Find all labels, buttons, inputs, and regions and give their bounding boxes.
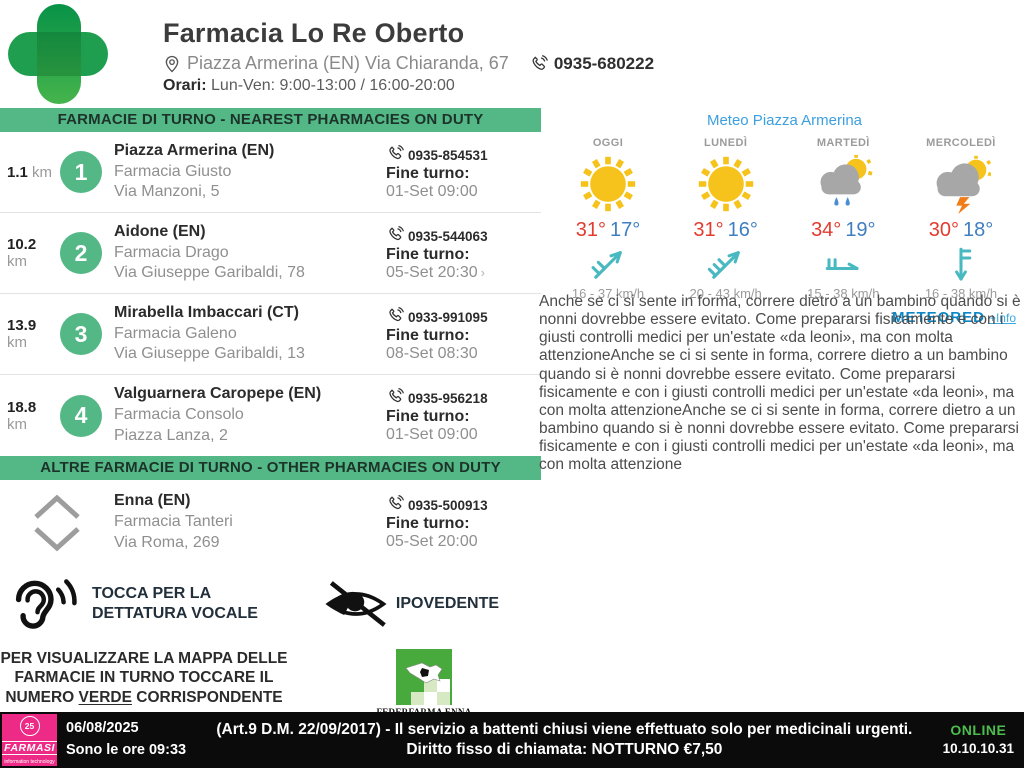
farmasi-logo: 25 FARMASI information technology xyxy=(2,714,57,766)
rank-badge[interactable]: 1 xyxy=(60,151,102,193)
pharmacy-address: Piazza Armerina (EN) Via Chiaranda, 67 xyxy=(187,53,509,73)
current-date: 06/08/2025 xyxy=(66,720,139,737)
news-article-text: Anche se ci si sente in forma, correre d… xyxy=(539,293,1021,474)
distance: 1.1 km xyxy=(7,163,53,181)
wind-barb-icon xyxy=(786,244,900,286)
phone-icon xyxy=(386,387,405,406)
other-duty-section-header: ALTRE FARMACIE DI TURNO - OTHER PHARMACI… xyxy=(0,456,541,480)
fine-turno-label: Fine turno: xyxy=(386,408,470,425)
fine-turno-label: Fine turno: xyxy=(386,515,470,532)
pharmacy-phone[interactable]: 0935-500913 xyxy=(408,498,488,513)
scroll-up-icon[interactable] xyxy=(31,494,83,520)
other-pharmacy-row[interactable]: Enna (EN) Farmacia Tanteri Via Roma, 269… xyxy=(0,480,541,565)
weather-day-wednesday: MERCOLEDÌ 30° 18° 16 - 38 km/ xyxy=(904,137,1018,301)
ip-address: 10.10.10.31 xyxy=(942,741,1014,757)
rank-badge[interactable]: 2 xyxy=(60,232,102,274)
fine-turno-time: 05-Set 20:30 › xyxy=(386,263,485,281)
pharmacy-phone[interactable]: 0935-956218 xyxy=(408,391,488,406)
pharmacy-row-3[interactable]: 13.9 km 3 Mirabella Imbaccari (CT) Farma… xyxy=(0,294,541,375)
pharmacies-panel: FARMACIE DI TURNO - NEAREST PHARMACIES O… xyxy=(0,108,541,723)
fine-turno-label: Fine turno: xyxy=(386,326,470,344)
weather-widget: Meteo Piazza Armerina OGGI 31° 17° 16 - 3… xyxy=(545,112,1024,327)
status-bar: 25 FARMASI information technology 06/08/… xyxy=(0,712,1024,768)
pharmacy-phone[interactable]: 0933-991095 xyxy=(408,309,488,325)
wind-barb-icon xyxy=(551,244,665,286)
pharmacy-street: Via Manzoni, 5 xyxy=(114,183,220,201)
pharmacy-phone: 0935-680222 xyxy=(553,53,655,73)
legal-notice: (Art.9 D.M. 22/09/2017) - Il servizio a … xyxy=(216,720,913,758)
weather-day-monday: LUNEDÌ 31° 16° 20 - 43 km/h xyxy=(669,137,783,301)
opening-hours: Orari: Lun-Ven: 9:00-13:00 / 16:00-20:00 xyxy=(163,77,455,94)
fine-turno-time: 05-Set 20:00 xyxy=(386,533,478,550)
phone-icon xyxy=(386,225,405,244)
phone-icon xyxy=(386,144,405,163)
pharmacy-town: Aidone (EN) xyxy=(114,222,206,240)
fine-turno-label: Fine turno: xyxy=(386,245,470,263)
pharmacy-town: Piazza Armerina (EN) xyxy=(114,141,275,159)
weather-day-tuesday: MARTEDÌ 34° 19° xyxy=(786,137,900,301)
sun-icon xyxy=(669,153,783,215)
phone-icon xyxy=(529,54,549,74)
low-vision-label[interactable]: IPOVEDENTE xyxy=(395,595,500,612)
scroll-down-icon[interactable] xyxy=(31,526,83,552)
pharmacy-town: Valguarnera Caropepe (EN) xyxy=(114,385,322,403)
sun-icon xyxy=(551,153,665,215)
pharmacy-row-2[interactable]: 10.2 km 2 Aidone (EN) Farmacia Drago Via… xyxy=(0,213,541,294)
pharmacy-row-1[interactable]: 1.1 km 1 Piazza Armerina (EN) Farmacia G… xyxy=(0,132,541,213)
current-time: Sono le ore 09:33 xyxy=(66,742,187,758)
distance: 18.8 km xyxy=(7,398,37,433)
fine-turno-label: Fine turno: xyxy=(386,164,470,182)
pharmacy-town: Enna (EN) xyxy=(114,492,191,510)
fine-turno-time: 01-Set 09:00 xyxy=(386,182,478,200)
storm-cloud-icon xyxy=(904,153,1018,215)
overflow-indicator: › xyxy=(480,264,485,280)
pharmacy-cross-logo xyxy=(8,4,108,104)
pharmacy-street: Piazza Lanza, 2 xyxy=(114,426,228,444)
pharmacy-row-4[interactable]: 18.8 km 4 Valguarnera Caropepe (EN) Farm… xyxy=(0,375,541,456)
rank-badge[interactable]: 3 xyxy=(60,313,102,355)
pharmacy-phone[interactable]: 0935-854531 xyxy=(408,147,488,163)
pharmacy-town: Mirabella Imbaccari (CT) xyxy=(114,303,299,321)
farmasi-anniversary-badge: 25 xyxy=(19,716,40,736)
pharmacy-name: Farmacia Giusto xyxy=(114,162,232,180)
wind-barb-icon xyxy=(904,244,1018,286)
pharmacy-street: Via Giuseppe Garibaldi, 78 xyxy=(114,264,305,282)
rain-cloud-icon xyxy=(786,153,900,215)
phone-icon xyxy=(386,306,405,325)
on-duty-section-header: FARMACIE DI TURNO - NEAREST PHARMACIES O… xyxy=(0,108,541,132)
pharmacy-name: Farmacia Drago xyxy=(114,243,229,261)
pharmacy-street: Via Giuseppe Garibaldi, 13 xyxy=(114,345,305,363)
ear-voice-icon[interactable] xyxy=(6,575,78,633)
pharmacy-phone[interactable]: 0935-544063 xyxy=(408,228,488,244)
rank-badge[interactable]: 4 xyxy=(60,394,102,437)
weather-info-link[interactable]: +Info xyxy=(988,311,1016,325)
pharmacy-name: Farmacia Tanteri xyxy=(114,513,233,531)
weather-day-today: OGGI 31° 17° 16 - 37 km/h xyxy=(551,137,665,301)
pharmacy-street: Via Roma, 269 xyxy=(114,533,220,551)
weather-title: Meteo Piazza Armerina xyxy=(706,112,863,129)
fine-turno-time: 08-Set 08:30 xyxy=(386,344,478,362)
distance: 10.2 km xyxy=(7,236,37,270)
pharmacy-name: Farmacia Galeno xyxy=(114,324,237,342)
wind-barb-icon xyxy=(669,244,783,286)
online-status: ONLINE xyxy=(950,722,1007,739)
pharmacy-name: Farmacia Consolo xyxy=(114,406,244,424)
fine-turno-time: 01-Set 09:00 xyxy=(386,426,478,443)
voice-dictation-label[interactable]: TOCCA PER LA DETTATURA VOCALE xyxy=(92,585,258,622)
map-instruction: PER VISUALIZZARE LA MAPPA DELLE FARMACIE… xyxy=(0,650,288,706)
distance: 13.9 km xyxy=(7,317,37,351)
low-vision-eye-icon[interactable] xyxy=(324,579,388,629)
meteored-logo[interactable]: METEORED xyxy=(891,309,985,326)
phone-icon xyxy=(386,494,405,513)
location-pin-icon xyxy=(163,55,181,73)
page-title: Farmacia Lo Re Oberto xyxy=(163,18,465,48)
